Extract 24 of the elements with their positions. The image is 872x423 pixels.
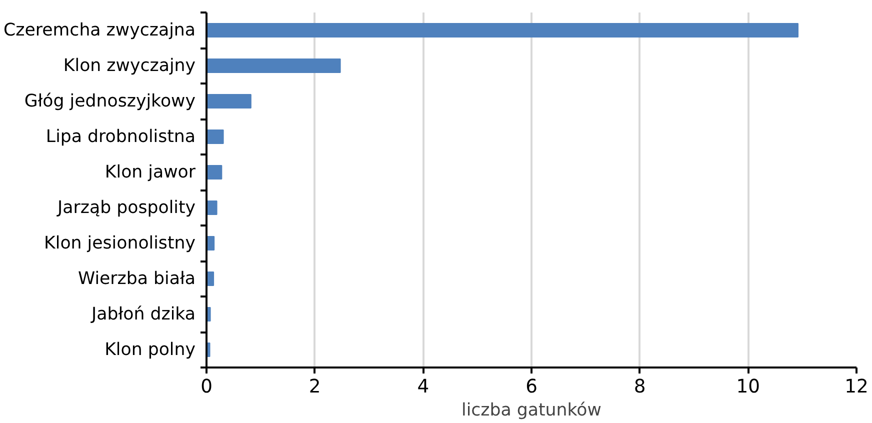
bar (206, 23, 798, 38)
x-tick-label: 12 (844, 376, 868, 398)
bar (206, 94, 252, 108)
y-tick-label: Lipa drobnolistna (46, 126, 196, 147)
x-tick-label: 0 (200, 376, 212, 398)
y-tick-label: Jabłoń dzika (90, 304, 196, 324)
y-tick-label: Głóg jednoszyjkowy (24, 91, 196, 112)
x-axis-title: liczba gatunków (462, 400, 602, 420)
x-tick-label: 2 (308, 376, 321, 398)
x-tick-label: 8 (634, 376, 646, 398)
x-tick-label: 6 (526, 376, 538, 398)
y-tick-label: Jarząb pospolity (56, 198, 196, 218)
bar (206, 200, 218, 215)
bar (206, 165, 222, 180)
bar (206, 130, 224, 144)
y-tick-label: Klon jawor (104, 162, 196, 182)
y-tick-label: Klon jesionolistny (44, 233, 196, 254)
y-tick-label: Klon zwyczajny (63, 56, 196, 76)
x-tick-label: 10 (736, 376, 760, 398)
y-tick-label: Wierzba biała (78, 268, 196, 289)
y-tick-label: Czeremcha zwyczajna (4, 20, 196, 40)
y-tick-label: Klon polny (104, 340, 196, 360)
bar (206, 58, 341, 73)
x-tick-label: 4 (417, 376, 430, 398)
